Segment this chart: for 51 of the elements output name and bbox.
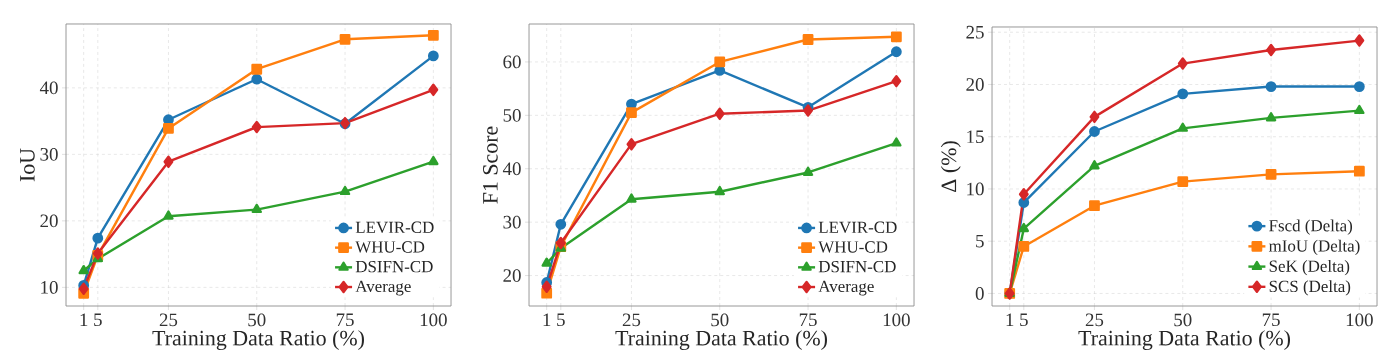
y-tick-label: 30	[40, 147, 58, 161]
y-tick-label: 40	[39, 81, 58, 95]
x-axis-title: Training Data Ratio (%)	[152, 330, 364, 351]
legend-label: mIoU (Delta)	[1268, 239, 1360, 256]
legend-label: WHU-CD	[355, 241, 425, 253]
x-tick-label: 75	[799, 313, 817, 327]
legend-label: Fscd (Delta)	[1269, 219, 1353, 235]
x-tick-label: 25	[1085, 313, 1104, 327]
y-tick-label: 5	[976, 234, 984, 248]
legend-label: DSIFN-CD	[355, 260, 433, 273]
y-tick-label: 10	[967, 182, 984, 196]
y-axis-title: Δ (%)	[940, 141, 961, 192]
legend-label: DSIFN-CD	[818, 260, 896, 273]
legend-label: WHU-CD	[818, 241, 888, 253]
legend-label: Average	[818, 280, 874, 296]
x-tick-label: 75	[1262, 313, 1280, 327]
y-tick-label: 0	[975, 287, 984, 300]
x-tick-label: 5	[557, 313, 565, 327]
x-tick-label: 1	[1006, 313, 1014, 327]
x-tick-label: 100	[420, 313, 447, 327]
x-tick-label: 25	[622, 313, 641, 327]
y-tick-label: 20	[40, 214, 58, 228]
y-tick-label: 15	[967, 130, 984, 144]
x-tick-label: 50	[711, 313, 729, 327]
x-tick-label: 5	[1020, 313, 1028, 327]
legend-label: SCS (Delta)	[1269, 280, 1351, 296]
y-tick-label: 25	[966, 25, 984, 39]
x-axis-title: Training Data Ratio (%)	[615, 330, 827, 351]
x-tick-label: 25	[159, 313, 178, 327]
x-tick-label: 1	[80, 313, 88, 327]
legend-label: LEVIR-CD	[355, 221, 434, 234]
y-tick-label: 20	[966, 78, 984, 91]
x-tick-label: 5	[94, 313, 102, 327]
x-tick-label: 100	[883, 313, 910, 327]
x-tick-label: 50	[248, 313, 266, 327]
y-tick-label: 60	[503, 55, 521, 69]
legend-label: Average	[355, 280, 411, 296]
x-axis-title: Training Data Ratio (%)	[1078, 330, 1291, 351]
y-axis-title: F1 Score	[483, 126, 498, 204]
y-tick-label: 40	[502, 162, 521, 176]
y-tick-label: 50	[503, 108, 521, 122]
legend-label: SeK (Delta)	[1269, 259, 1350, 276]
y-tick-label: 30	[503, 215, 521, 229]
y-axis-title: IoU	[20, 148, 35, 182]
y-tick-label: 20	[503, 269, 521, 282]
x-tick-label: 1	[543, 313, 551, 327]
y-tick-label: 10	[41, 281, 58, 294]
x-tick-label: 75	[336, 313, 354, 327]
x-tick-label: 50	[1174, 313, 1192, 327]
legend-label: LEVIR-CD	[818, 221, 897, 234]
x-tick-label: 100	[1346, 313, 1373, 327]
